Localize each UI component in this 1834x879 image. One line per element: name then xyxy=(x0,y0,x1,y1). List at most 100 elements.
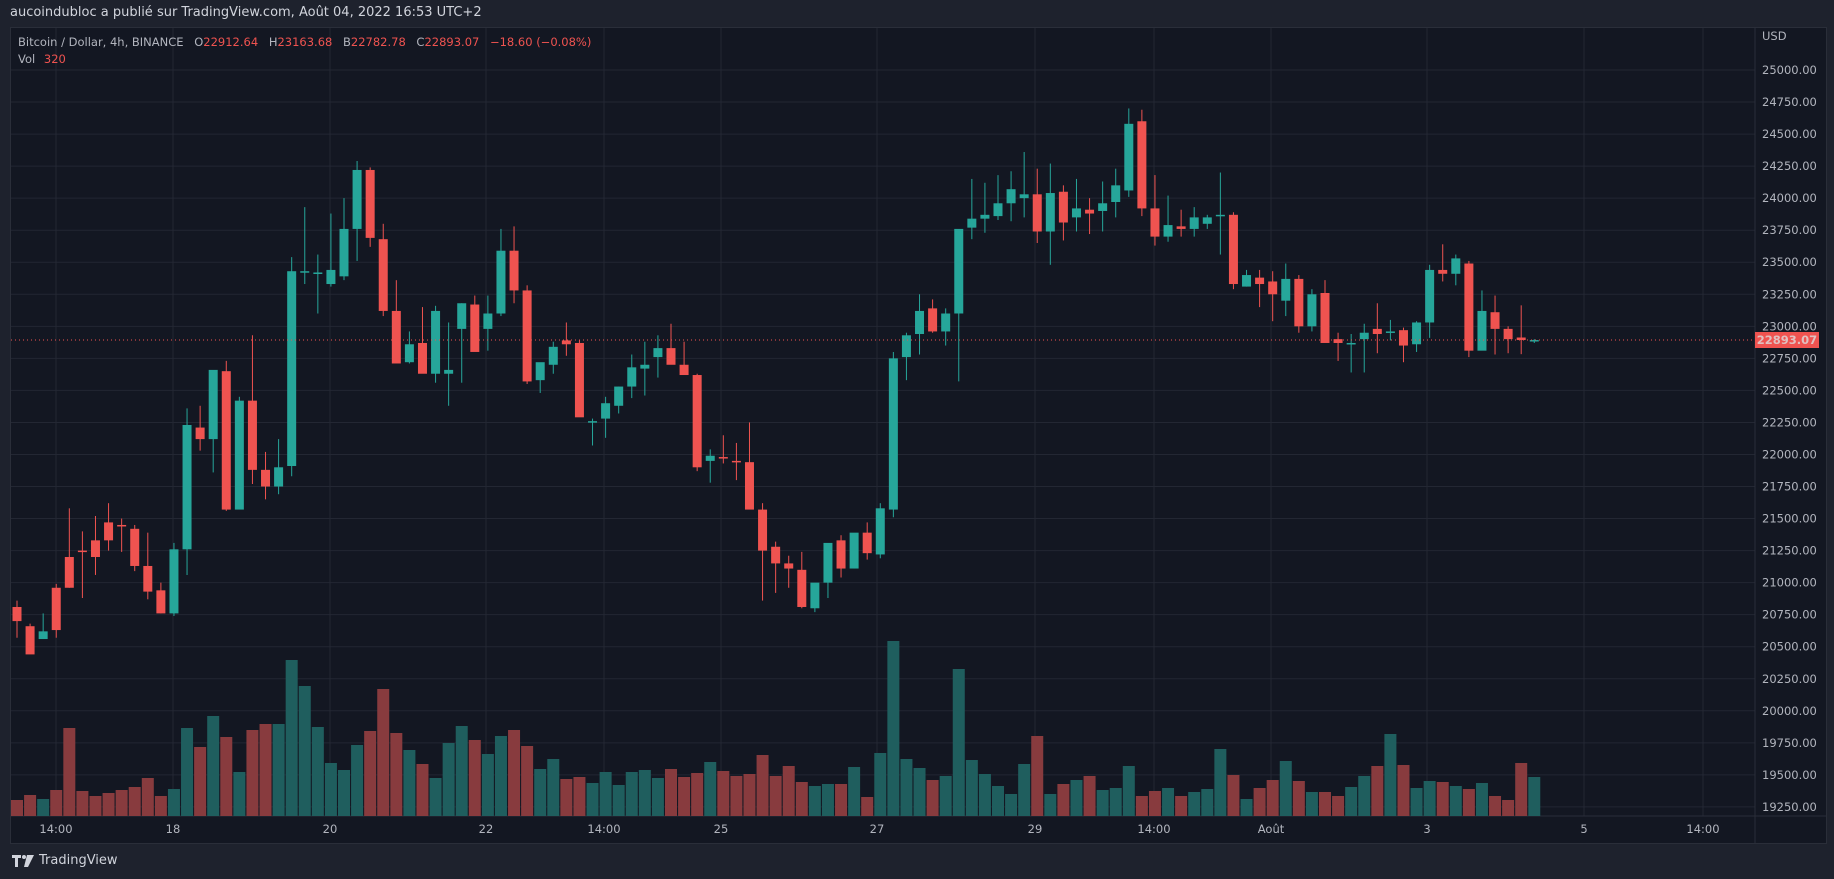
candle xyxy=(653,335,663,378)
volume-bar xyxy=(1528,777,1541,816)
volume-bar xyxy=(730,776,743,816)
volume-bar xyxy=(743,774,756,816)
price-tick-label: 23750.00 xyxy=(1762,223,1817,237)
volume-bar xyxy=(573,777,586,816)
candle xyxy=(378,223,388,317)
candle xyxy=(718,435,728,464)
price-tick-label: 21500.00 xyxy=(1762,512,1817,526)
candle xyxy=(51,583,61,638)
candle xyxy=(1163,195,1173,242)
volume-bar xyxy=(1096,790,1109,816)
candle xyxy=(1464,260,1474,358)
candle xyxy=(1372,303,1382,354)
open-value: 22912.64 xyxy=(203,35,259,49)
candle xyxy=(601,396,611,438)
volume-bar xyxy=(665,769,677,816)
candle xyxy=(993,175,1003,220)
volume-bar xyxy=(887,641,900,816)
candle xyxy=(1124,108,1134,197)
volume-bar xyxy=(1305,792,1318,816)
candle xyxy=(1412,321,1422,352)
candle xyxy=(1228,212,1238,290)
volume-bar xyxy=(403,750,416,816)
volume-bar xyxy=(311,727,324,816)
candle xyxy=(954,228,964,382)
volume-bar xyxy=(128,787,141,816)
volume-bar xyxy=(1162,788,1175,816)
symbol-title[interactable]: Bitcoin / Dollar, 4h, BINANCE xyxy=(18,35,184,49)
volume-bar xyxy=(1135,796,1148,816)
time-tick-label: 25 xyxy=(714,822,729,836)
candle xyxy=(941,308,951,346)
price-tick-label: 22750.00 xyxy=(1762,351,1817,365)
candle xyxy=(797,551,807,609)
price-tick-label: 24000.00 xyxy=(1762,191,1817,205)
volume-bar xyxy=(534,769,547,816)
volume-bar xyxy=(1148,791,1161,816)
volume-bar xyxy=(1371,766,1384,816)
price-tick-label: 23500.00 xyxy=(1762,255,1817,269)
price-tick-label: 20750.00 xyxy=(1762,608,1817,622)
chart-frame[interactable] xyxy=(10,27,1827,844)
low-value: 22782.78 xyxy=(350,35,406,49)
candle xyxy=(640,341,650,396)
candle xyxy=(326,213,336,287)
candle xyxy=(261,451,271,500)
close-value: 22893.07 xyxy=(424,35,480,49)
candle xyxy=(1032,168,1042,244)
volume-bar xyxy=(913,768,926,816)
candle xyxy=(588,418,598,446)
volume-bar xyxy=(1515,763,1528,816)
volume-label[interactable]: Vol xyxy=(18,52,36,66)
candle xyxy=(1425,264,1435,338)
volume-bar xyxy=(494,736,507,816)
candle xyxy=(1477,290,1487,351)
price-tick-label: 25000.00 xyxy=(1762,63,1817,77)
volume-bar xyxy=(181,728,194,816)
candle xyxy=(823,542,833,599)
volume-bar xyxy=(481,754,494,816)
time-tick-label: 29 xyxy=(1028,822,1043,836)
volume-bar xyxy=(89,796,102,816)
volume-bar xyxy=(625,772,638,816)
volume-bar xyxy=(638,770,651,816)
volume-bar xyxy=(377,689,390,816)
volume-bar xyxy=(285,660,298,816)
volume-bar xyxy=(599,772,612,816)
candle xyxy=(548,341,558,374)
candle xyxy=(810,582,820,613)
volume-bar xyxy=(1240,799,1253,816)
volume-bar xyxy=(1005,794,1018,816)
volume-bar xyxy=(1436,782,1449,816)
candle xyxy=(1438,244,1448,282)
time-tick-label: 14:00 xyxy=(1686,822,1719,836)
legend-ohlc-row: Bitcoin / Dollar, 4h, BINANCE O22912.64 … xyxy=(18,34,591,51)
footer-brand[interactable]: TradingView xyxy=(39,853,118,868)
volume-bar xyxy=(978,774,991,816)
candle xyxy=(182,408,192,575)
candle xyxy=(77,531,87,599)
last-price-value: 22893.07 xyxy=(1756,333,1818,347)
price-tick-label: 23000.00 xyxy=(1762,319,1817,333)
volume-bar xyxy=(691,773,704,816)
volume-bar xyxy=(900,759,913,816)
candle xyxy=(1058,185,1068,241)
volume-bar xyxy=(717,771,730,816)
candle xyxy=(300,207,310,285)
volume-bar xyxy=(1475,783,1488,816)
price-tick-label: 19500.00 xyxy=(1762,768,1817,782)
candle xyxy=(444,322,454,406)
high-value: 23163.68 xyxy=(277,35,333,49)
candle xyxy=(339,198,349,281)
candle xyxy=(221,360,231,511)
candle xyxy=(417,307,427,374)
candle-series xyxy=(12,108,1539,655)
candle xyxy=(574,340,584,418)
candle xyxy=(1320,280,1330,343)
volume-series xyxy=(11,641,1541,816)
time-tick-label: 3 xyxy=(1423,822,1430,836)
volume-bar xyxy=(560,779,573,816)
price-tick-label: 19750.00 xyxy=(1762,736,1817,750)
volume-bar xyxy=(821,784,834,816)
